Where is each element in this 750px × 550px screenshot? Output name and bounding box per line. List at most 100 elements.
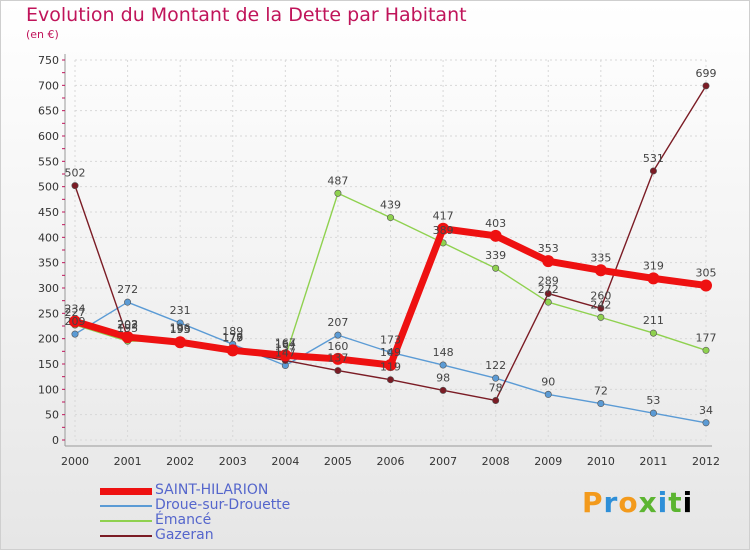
data-point [121,331,134,344]
data-label: 203 [117,318,138,331]
data-label: 353 [538,242,559,255]
x-tick-label: 2006 [377,455,405,468]
data-point [544,390,552,398]
y-tick-label: 350 [38,257,59,270]
data-label: 699 [696,67,717,80]
y-tick-label: 750 [38,54,59,67]
legend-label: Droue-sur-Drouette [155,497,291,513]
legend-swatch [100,505,152,507]
x-tick-label: 2003 [219,455,247,468]
y-tick-label: 300 [38,282,59,295]
x-tick-label: 2011 [639,455,667,468]
data-label: 78 [489,381,503,394]
data-label: 209 [65,315,86,328]
x-tick-label: 2008 [482,455,510,468]
data-label: 137 [327,352,348,365]
y-tick-label: 250 [38,307,59,320]
data-point [384,359,397,372]
y-tick-label: 600 [38,130,59,143]
data-point [492,264,500,272]
logo-letter: P [582,486,604,519]
data-label: 147 [275,347,296,360]
data-point [174,336,187,349]
data-point [597,400,605,408]
x-tick-label: 2012 [692,455,720,468]
data-point [386,376,394,384]
data-point [597,313,605,321]
y-tick-label: 200 [38,333,59,346]
data-label: 272 [538,283,559,296]
y-tick-label: 0 [52,434,59,447]
y-tick-label: 100 [38,383,59,396]
data-point [597,304,605,312]
data-label: 148 [433,346,454,359]
x-tick-label: 2000 [61,455,89,468]
data-label: 202 [117,319,138,332]
y-tick-label: 550 [38,155,59,168]
logo-letter: o [618,486,639,519]
y-tick-label: 700 [38,79,59,92]
data-point [700,279,712,292]
legend-item: Gazeran [100,528,360,543]
x-tick-label: 2007 [429,455,457,468]
logo-letter: r [603,486,619,519]
chart-subtitle: (en €) [26,28,59,41]
data-label: 193 [170,323,191,336]
data-label: 189 [222,325,243,338]
data-point [334,189,342,197]
x-tick-label: 2005 [324,455,352,468]
data-label: 196 [170,322,191,335]
data-point [542,255,555,268]
data-label: 119 [380,361,401,374]
data-point [176,319,184,327]
x-tick-label: 2009 [534,455,562,468]
legend-label: Émancé [155,512,212,528]
data-point [386,214,394,222]
data-point [489,229,502,242]
chart-legend: SAINT-HILARION Droue-sur-Drouette Émancé Ga… [100,483,360,543]
y-tick-label: 450 [38,206,59,219]
data-label: 72 [594,385,608,398]
data-point [702,82,710,90]
data-point [226,344,239,357]
data-label: 305 [696,266,717,279]
data-point [71,330,79,338]
data-point [492,374,500,382]
data-point [439,386,447,394]
data-label: 531 [643,152,664,165]
data-label: 195 [117,322,138,335]
data-label: 177 [222,331,243,344]
data-label: 173 [380,333,401,346]
y-tick-label: 650 [38,105,59,118]
data-label: 502 [65,167,86,180]
data-point [594,264,607,277]
data-label: 193 [170,323,191,336]
data-point [647,272,660,285]
data-point [702,346,710,354]
data-label: 160 [327,340,348,353]
logo-letter: i [657,486,669,519]
data-label: 260 [590,289,611,302]
data-point [279,349,292,362]
y-tick-label: 400 [38,231,59,244]
data-point [702,419,710,427]
data-label: 272 [117,283,138,296]
data-label: 227 [65,306,86,319]
data-point [649,329,657,337]
data-label: 289 [538,275,559,288]
data-label: 439 [380,199,401,212]
y-tick-label: 50 [45,409,59,422]
legend-swatch [100,535,152,537]
legend-label: SAINT-HILARION [155,482,269,498]
logo-letter: t [668,486,683,519]
data-label: 231 [170,304,191,317]
x-tick-label: 2002 [166,455,194,468]
data-label: 177 [696,331,717,344]
data-point [439,361,447,369]
legend-swatch [100,488,152,495]
data-point [649,409,657,417]
data-point [71,182,79,190]
chart-title: Evolution du Montant de la Dette par Hab… [26,4,467,26]
data-point [331,352,344,365]
